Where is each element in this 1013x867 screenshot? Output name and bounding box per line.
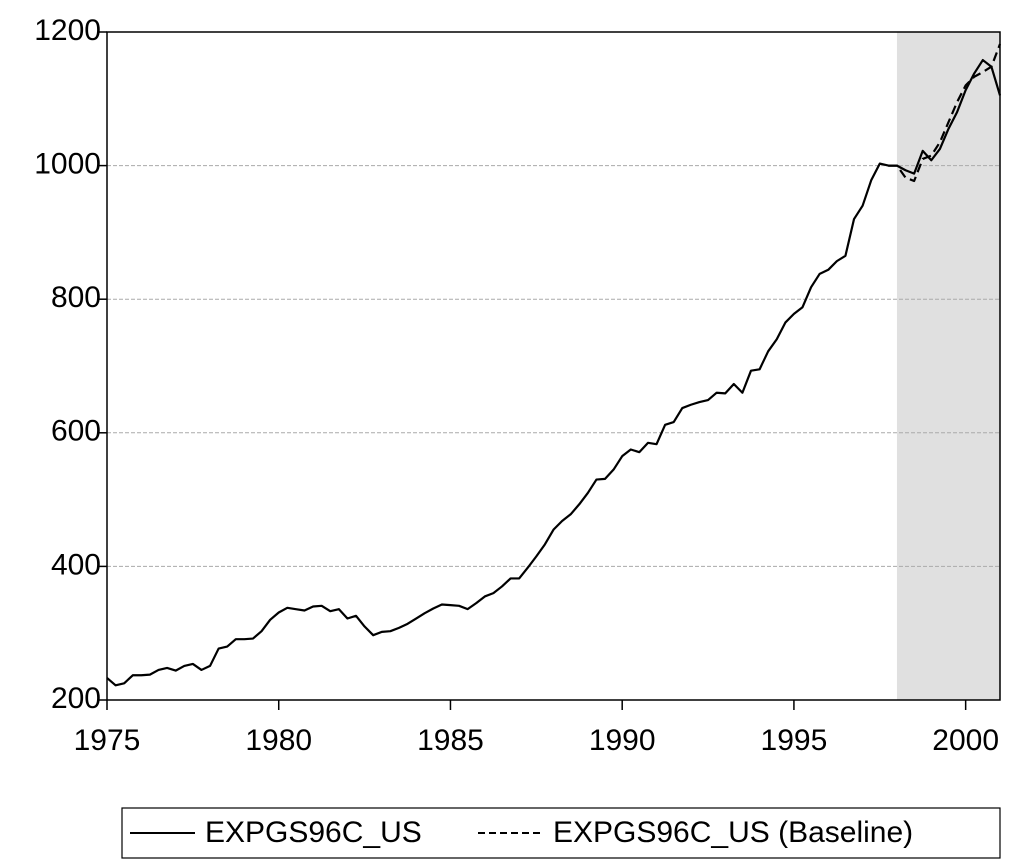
y-tick-label: 1000 xyxy=(34,148,101,181)
y-tick-label: 400 xyxy=(51,548,101,581)
legend-box xyxy=(121,807,1001,859)
shaded-region xyxy=(896,32,1000,700)
plot-frame xyxy=(106,31,1001,701)
y-tick-label: 800 xyxy=(51,281,101,314)
x-tick-label: 1975 xyxy=(74,724,141,757)
legend-label: EXPGS96C_US xyxy=(205,816,422,849)
x-tick-label: 1995 xyxy=(761,724,828,757)
series-line xyxy=(888,43,1002,183)
y-tick-label: 1200 xyxy=(34,14,101,47)
legend-label: EXPGS96C_US (Baseline) xyxy=(553,816,913,849)
x-tick-label: 1985 xyxy=(417,724,484,757)
x-tick-label: 1990 xyxy=(589,724,656,757)
x-tick-label: 1980 xyxy=(245,724,312,757)
y-tick-label: 600 xyxy=(51,415,101,448)
y-tick-label: 200 xyxy=(51,682,101,715)
x-tick-label: 2000 xyxy=(932,724,999,757)
series-line xyxy=(106,58,1002,687)
